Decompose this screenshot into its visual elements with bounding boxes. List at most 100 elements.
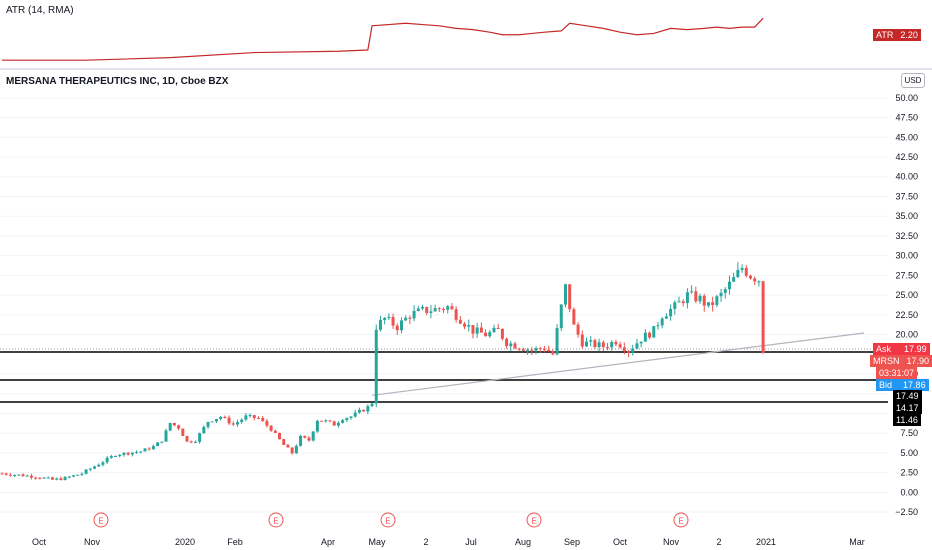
candle-body [416, 308, 420, 311]
price-tick-label: 5.00 [900, 448, 918, 458]
candle-body [328, 420, 332, 422]
symbol-title[interactable]: MERSANA THERAPEUTICS INC, 1D, Cboe BZX [6, 76, 229, 87]
candle-body [656, 325, 660, 327]
candle-body [484, 332, 488, 337]
time-axis-label: May [368, 537, 386, 547]
candle-body [109, 456, 113, 458]
candle-body [38, 477, 42, 479]
candle-body [378, 319, 382, 330]
level-tag-3: 11.46 [893, 414, 921, 426]
candle-body [353, 412, 357, 417]
candle-body [315, 420, 319, 432]
candle-body [286, 444, 290, 448]
pane-divider[interactable] [0, 68, 932, 70]
candle-body [580, 334, 584, 347]
candle-body [479, 327, 483, 333]
candle-body [189, 441, 193, 443]
currency-badge[interactable]: USD [901, 73, 925, 88]
candle-body [21, 474, 25, 477]
candle-body [660, 318, 664, 326]
bid-price-tag: Bid 17.86 [876, 379, 929, 391]
candle-body [471, 325, 475, 334]
candle-body [227, 417, 231, 424]
ask-label: Ask [876, 344, 892, 354]
candle-body [606, 347, 610, 349]
candle-body [530, 349, 534, 351]
candle-body [273, 430, 277, 433]
candle-body [690, 291, 694, 293]
time-axis-label: 2020 [175, 537, 195, 547]
candle-body [744, 267, 748, 276]
candle-body [475, 327, 479, 334]
candle-body [282, 439, 286, 445]
candle-body [248, 415, 252, 417]
level-tag-1: 17.49 [893, 390, 922, 402]
time-axis-label: Mar [849, 537, 865, 547]
candle-body [257, 417, 261, 419]
candle-body [500, 328, 504, 339]
candle-body [4, 473, 8, 475]
candle-body [88, 468, 92, 470]
time-axis-label: Oct [613, 537, 628, 547]
atr-series [2, 17, 764, 61]
candle-body [681, 301, 685, 304]
candle-body [269, 425, 273, 431]
candle-body [105, 457, 109, 463]
candle-body [240, 419, 244, 423]
candle-body [383, 317, 387, 320]
candle-body [206, 421, 210, 427]
earnings-marker-label: E [273, 517, 278, 526]
candle-body [736, 269, 740, 278]
candle-body [719, 292, 723, 297]
candle-body [311, 431, 315, 441]
candle-body [433, 308, 437, 312]
candle-body [488, 332, 492, 337]
candle-body [723, 289, 727, 293]
indicator-title[interactable]: ATR (14, RMA) [6, 5, 74, 16]
candle-body [135, 452, 139, 454]
candle-body [635, 343, 639, 349]
candle-body [412, 310, 416, 319]
candle-body [294, 445, 298, 454]
atr-tag-label: ATR [876, 30, 894, 40]
candle-body [610, 341, 614, 348]
candle-body [366, 406, 370, 412]
candle-body [76, 474, 80, 476]
candle-body [706, 302, 710, 306]
candle-body [568, 284, 572, 310]
candle-body [290, 447, 294, 454]
candle-body [437, 308, 441, 310]
candle-body [425, 306, 429, 313]
candle-body [63, 476, 67, 481]
candle-body [639, 341, 643, 344]
candle-body [198, 433, 202, 442]
candle-body [740, 267, 744, 270]
candle-body [231, 423, 235, 425]
candle-body [748, 275, 752, 279]
atr-line [2, 17, 764, 61]
time-axis: Oct Nov 2020 Feb Apr May 2 Jul Aug Sep Oct Nov 2 2021… [32, 537, 865, 547]
grid-lines [0, 97, 888, 513]
candle-body [753, 278, 757, 282]
candle-body [387, 316, 391, 318]
horizontal-levels [0, 348, 888, 403]
candle-body [450, 306, 454, 310]
earnings-marker-label: E [98, 517, 103, 526]
candle-body [673, 302, 677, 309]
candle-body [408, 317, 412, 319]
price-tick-label: 27.50 [895, 270, 918, 280]
candle-body [517, 348, 521, 350]
time-axis-label: Aug [515, 537, 531, 547]
candle-body [509, 343, 513, 347]
candle-body [235, 422, 239, 425]
candle-body [55, 478, 59, 480]
candle-body [202, 426, 206, 434]
earnings-marker-icon [673, 512, 689, 528]
ask-price-tag: Ask 17.99 [873, 343, 930, 355]
candle-body [551, 351, 555, 355]
candle-body [370, 403, 374, 407]
earnings-marker-icon [93, 512, 109, 528]
candle-body [715, 296, 719, 305]
candle-body [139, 451, 143, 453]
